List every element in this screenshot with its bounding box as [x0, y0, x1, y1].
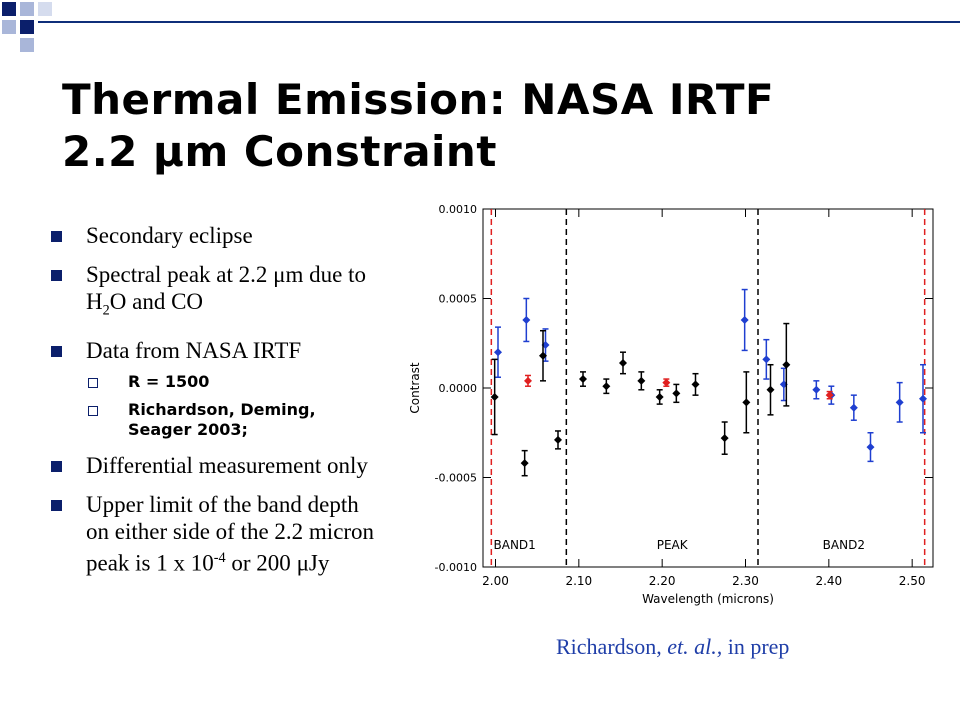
- title-line-1: Thermal Emission: NASA IRTF: [62, 75, 775, 124]
- y-tick-label: 0.0000: [439, 382, 478, 395]
- sub-bullet-text: Richardson, Deming, Seager 2003;: [128, 399, 316, 439]
- bullet-text: Data from NASA IRTF: [86, 337, 302, 363]
- y-tick-label: 0.0010: [439, 203, 478, 216]
- bullet-text: O and CO: [109, 289, 204, 314]
- bullet-square-icon: [51, 270, 62, 281]
- hollow-square-icon: [88, 405, 98, 416]
- data-point: [554, 435, 562, 444]
- corner-square: [20, 20, 34, 34]
- bullet-text: Jy: [308, 550, 330, 576]
- data-point: [742, 398, 751, 407]
- data-point: [619, 358, 627, 367]
- bullet-text: Secondary eclipse: [86, 223, 253, 248]
- data-point: [490, 392, 499, 401]
- x-tick-label: 2.20: [649, 574, 676, 588]
- caption-etal: et. al.,: [667, 634, 723, 659]
- data-point: [849, 403, 858, 412]
- bullet-item: Differential measurement only: [48, 452, 378, 479]
- data-point: [602, 382, 611, 391]
- superscript: -4: [213, 549, 226, 566]
- data-point: [720, 434, 729, 443]
- data-point: [579, 375, 587, 384]
- data-point: [637, 376, 646, 385]
- chart-container: 2.00 2.10 2.20 2.30 2.40 2.50 -0.0010 -0.0005 0.…: [395, 195, 950, 635]
- x-tick-label: 2.10: [565, 574, 592, 588]
- bullet-text: m due to H: [86, 262, 366, 314]
- data-point: [522, 315, 531, 324]
- caption-author: Richardson,: [556, 634, 668, 659]
- contrast-chart: 2.00 2.10 2.20 2.30 2.40 2.50 -0.0010 -0.0005 0.…: [408, 203, 934, 606]
- band-label: BAND2: [823, 538, 865, 552]
- slide-title: Thermal Emission: NASA IRTF 2.2 μm Const…: [62, 74, 942, 178]
- title-line-2-suffix: m Constraint: [184, 127, 497, 176]
- bullet-text: or 200: [225, 550, 297, 576]
- data-point: [691, 380, 700, 389]
- data-point: [740, 315, 749, 324]
- data-point: [779, 380, 788, 389]
- data-point: [782, 360, 791, 369]
- data-point: [655, 392, 664, 401]
- sub-bullet-text: R = 1500: [128, 371, 210, 391]
- y-axis-label: Contrast: [408, 362, 422, 414]
- data-point: [524, 376, 532, 385]
- hollow-square-icon: [88, 377, 98, 388]
- title-line-2-prefix: 2.2: [62, 127, 154, 176]
- data-point: [919, 394, 927, 403]
- data-point: [494, 348, 502, 357]
- data-point: [539, 351, 547, 360]
- band-label: PEAK: [657, 538, 689, 552]
- data-point: [662, 378, 671, 387]
- bullet-text: Spectral peak at 2.2: [86, 262, 274, 287]
- mu-symbol: μ: [296, 550, 309, 576]
- x-tick-label: 2.40: [815, 574, 842, 588]
- data-point: [766, 385, 775, 394]
- bullet-item: Secondary eclipse: [48, 222, 378, 249]
- y-tick-label: 0.0005: [439, 293, 478, 306]
- bullet-square-icon: [51, 231, 62, 242]
- x-tick-label: 2.00: [482, 574, 509, 588]
- bullet-item: Upper limit of the band depth on either …: [48, 491, 378, 577]
- sub-bullet-item: Richardson, Deming, Seager 2003;: [86, 400, 378, 440]
- title-mu-symbol: μ: [153, 127, 185, 176]
- bullet-square-icon: [51, 345, 62, 357]
- x-axis-label: Wavelength (microns): [642, 592, 774, 606]
- data-point: [866, 443, 875, 452]
- bullet-item: Data from NASA IRTF R = 1500 Richardson,…: [48, 337, 378, 440]
- data-point: [812, 385, 821, 394]
- plot-frame: [482, 208, 934, 568]
- data-point: [672, 389, 681, 398]
- bullet-square-icon: [51, 499, 62, 511]
- bullet-item: Spectral peak at 2.2 μm due to H2O and C…: [48, 261, 378, 325]
- data-point: [825, 391, 834, 400]
- bullet-square-icon: [51, 460, 62, 472]
- data-point: [895, 398, 904, 407]
- corner-square: [2, 2, 16, 16]
- band-label: BAND1: [494, 538, 536, 552]
- corner-decoration: [2, 2, 52, 52]
- x-tick-label: 2.30: [732, 574, 759, 588]
- data-point: [520, 459, 529, 468]
- corner-square: [20, 38, 34, 52]
- corner-square: [38, 2, 52, 16]
- corner-square: [2, 20, 16, 34]
- x-tick-label: 2.50: [899, 574, 926, 588]
- y-tick-label: -0.0010: [435, 561, 477, 574]
- header-rule: [38, 21, 960, 23]
- bullet-text: Differential measurement only: [86, 452, 368, 478]
- caption-rest: in prep: [722, 634, 790, 659]
- mu-symbol: μ: [273, 262, 286, 287]
- sub-bullet-item: R = 1500: [86, 372, 378, 392]
- subscript: 2: [102, 302, 110, 319]
- corner-square: [20, 2, 34, 16]
- bullet-list: Secondary eclipse Spectral peak at 2.2 μ…: [48, 222, 378, 588]
- data-point: [762, 355, 771, 364]
- figure-caption: Richardson, et. al., in prep: [556, 634, 789, 660]
- sub-bullet-list: R = 1500 Richardson, Deming, Seager 2003…: [86, 372, 378, 440]
- bullet-text: Upper limit of the band depth on either …: [86, 491, 375, 576]
- y-tick-label: -0.0005: [435, 472, 477, 485]
